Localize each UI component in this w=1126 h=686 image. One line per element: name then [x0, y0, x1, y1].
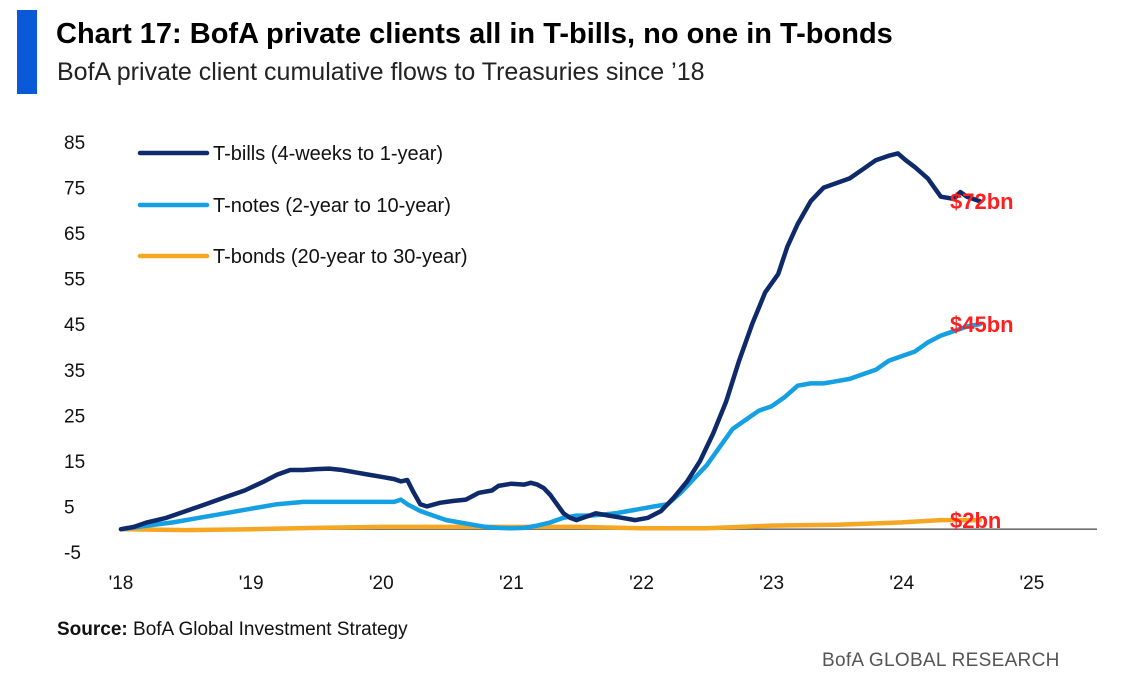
source-text: BofA Global Investment Strategy [127, 619, 408, 640]
chart-title: Chart 17: BofA private clients all in T-… [56, 18, 893, 50]
legend-label: T-notes (2-year to 10-year) [213, 195, 451, 217]
y-axis-ticks: -5 5 15 25 35 45 55 65 75 85 [64, 133, 85, 564]
y-tick-label: 85 [64, 133, 85, 154]
x-tick-label: '25 [1020, 573, 1045, 594]
legend-label: T-bills (4-weeks to 1-year) [213, 143, 443, 165]
y-tick-label: 25 [64, 406, 85, 427]
y-tick-label: 65 [64, 224, 85, 245]
series-line [118, 151, 983, 532]
y-tick-label: 35 [64, 361, 85, 382]
end-value-label: $2bn [950, 508, 1001, 533]
x-tick-label: '23 [759, 573, 784, 594]
x-tick-label: '24 [889, 573, 914, 594]
source-note: Source: BofA Global Investment Strategy [57, 619, 408, 641]
end-value-label: $45bn [950, 312, 1014, 337]
accent-bar [17, 10, 37, 94]
chart-subtitle: BofA private client cumulative flows to … [57, 58, 705, 86]
source-label: Source: [57, 619, 128, 640]
y-tick-label: 5 [64, 497, 75, 518]
series-line [118, 517, 983, 533]
x-tick-label: '18 [109, 573, 134, 594]
brand-label: BofA GLOBAL RESEARCH [822, 650, 1060, 671]
x-tick-label: '20 [369, 573, 394, 594]
y-tick-label: 45 [64, 315, 85, 336]
x-tick-label: '22 [629, 573, 654, 594]
y-tick-label: -5 [64, 543, 81, 564]
y-tick-label: 55 [64, 270, 85, 291]
x-tick-label: '19 [239, 573, 264, 594]
y-tick-label: 15 [64, 452, 85, 473]
series-lines [118, 151, 983, 533]
chart-legend: T-bills (4-weeks to 1-year) T-notes (2-ye… [137, 143, 468, 268]
x-tick-label: '21 [499, 573, 524, 594]
x-axis-ticks: '18 '19 '20 '21 '22 '23 '24 '25 [109, 573, 1045, 594]
legend-label: T-bonds (20-year to 30-year) [213, 246, 468, 268]
y-tick-label: 75 [64, 179, 85, 200]
end-value-label: $72bn [950, 189, 1014, 214]
end-labels: $72bn $45bn $2bn [950, 189, 1014, 533]
